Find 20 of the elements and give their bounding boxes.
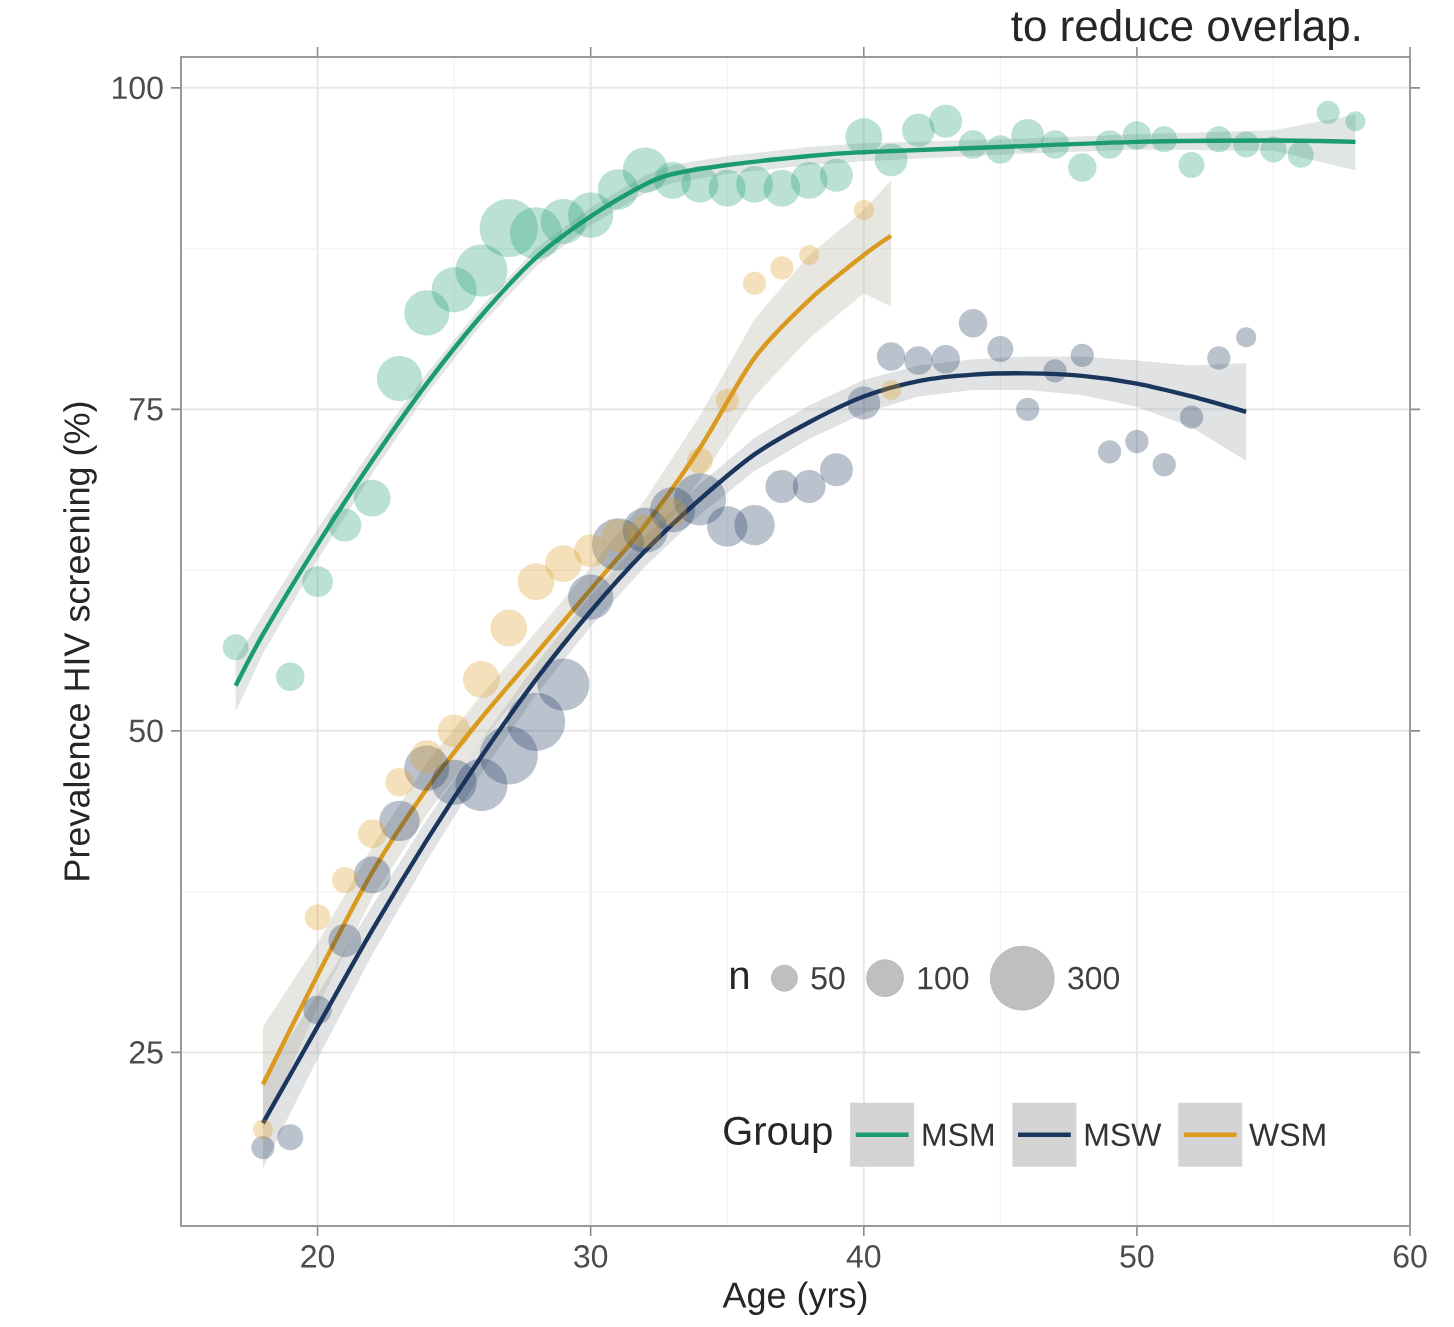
x-tick-label: 30 <box>574 1245 608 1268</box>
legend-label: MSW <box>1085 1123 1162 1147</box>
legend-label: MSM <box>923 1123 993 1147</box>
x-tick-label: 20 <box>301 1245 335 1268</box>
x-tick-label: 60 <box>1393 1245 1427 1268</box>
y-tick-label: 100 <box>112 76 163 100</box>
legend-title: Group <box>724 1116 832 1153</box>
text: to reduce overlap. <box>1011 9 1359 51</box>
y-tick-label: 50 <box>129 719 163 743</box>
x-axis-title: Age (yrs) <box>722 1281 867 1316</box>
legend-label: 300 <box>1068 966 1120 990</box>
y-tick-label: 25 <box>129 1041 163 1064</box>
x-tick-label: 50 <box>1120 1245 1154 1268</box>
legend-label: 50 <box>811 966 845 990</box>
legend-label: WSM <box>1249 1123 1325 1147</box>
legend-label: 100 <box>918 966 969 990</box>
annotation: n <box>730 967 748 989</box>
x-tick-label: 40 <box>846 1245 881 1268</box>
y-axis-title: Prevalence HIV screening (%) <box>63 402 97 880</box>
y-tick-label: 75 <box>129 398 163 421</box>
